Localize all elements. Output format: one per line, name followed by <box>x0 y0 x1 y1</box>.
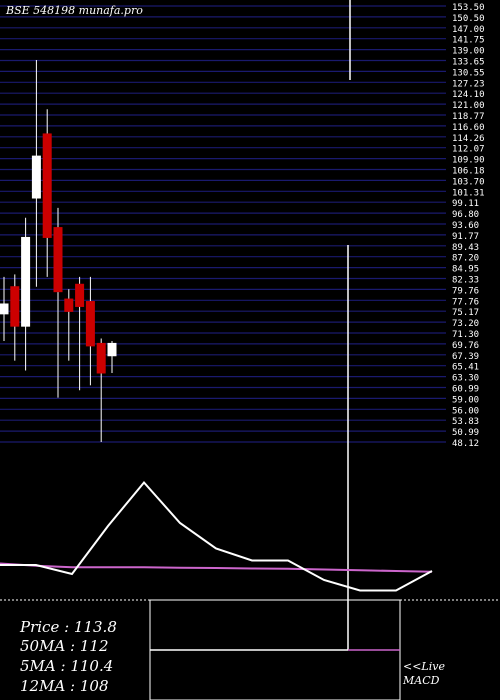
price-axis-label: 77.76 <box>452 297 479 307</box>
indicator-panel <box>0 480 433 592</box>
candle-body <box>53 227 63 293</box>
chart-title: BSE 548198 munafa.pro <box>5 4 143 17</box>
price-axis-label: 89.43 <box>452 243 479 253</box>
macd-label: MACD <box>402 674 440 687</box>
price-axis-label: 106.18 <box>452 167 485 177</box>
price-axis-label: 139.00 <box>452 47 485 57</box>
price-axis-labels: 153.50150.50147.00141.75139.00133.65130.… <box>452 3 485 449</box>
price-axis-label: 60.99 <box>452 385 479 395</box>
indicator-white-line <box>0 480 433 592</box>
price-axis-label: 82.33 <box>452 276 479 286</box>
price-axis-label: 67.39 <box>452 352 479 362</box>
price-axis-label: 53.83 <box>452 417 479 427</box>
price-axis-label: 71.30 <box>452 330 479 340</box>
price-axis-label: 96.80 <box>452 210 479 220</box>
price-axis-label: 127.23 <box>452 79 485 89</box>
live-label[interactable]: <<Live <box>403 660 445 673</box>
price-axis-label: 91.77 <box>452 232 479 242</box>
price-axis-label: 112.07 <box>452 145 485 155</box>
candle-body <box>75 283 85 307</box>
price-axis-label: 50.99 <box>452 428 479 438</box>
price-axis-label: 87.20 <box>452 254 479 264</box>
price-axis-label: 133.65 <box>452 58 485 68</box>
price-axis-label: 114.26 <box>452 134 485 144</box>
price-axis-label: 65.41 <box>452 363 479 373</box>
price-axis-label: 73.20 <box>452 319 479 329</box>
price-axis-label: 101.31 <box>452 188 485 198</box>
candle-body <box>10 286 20 327</box>
candlesticks <box>0 60 117 442</box>
price-grid <box>0 5 446 443</box>
price-axis-label: 75.17 <box>452 308 479 318</box>
price-axis-label: 124.10 <box>452 90 485 100</box>
ma50-readout: 50MA : 112 <box>20 637 109 655</box>
price-axis-label: 56.00 <box>452 406 479 416</box>
price-axis-label: 121.00 <box>452 101 485 111</box>
ma5-readout: 5MA : 110.4 <box>20 657 113 675</box>
candle-body <box>21 236 31 327</box>
price-axis-label: 103.70 <box>452 177 485 187</box>
price-axis-label: 79.76 <box>452 286 479 296</box>
price-axis-label: 93.60 <box>452 221 479 231</box>
price-axis-label: 150.50 <box>452 14 485 24</box>
candle-body <box>64 298 74 312</box>
price-axis-label: 48.12 <box>452 439 479 449</box>
candle-body <box>85 301 95 347</box>
price-axis-label: 116.60 <box>452 123 485 133</box>
candle-body <box>107 342 117 357</box>
price-axis-label: 153.50 <box>452 3 485 13</box>
price-axis-label: 63.30 <box>452 374 479 384</box>
candle-body <box>96 342 106 374</box>
price-axis-label: 118.77 <box>452 112 485 122</box>
price-axis-label: 69.76 <box>452 341 479 351</box>
price-axis-label: 99.11 <box>452 199 479 209</box>
price-axis-label: 141.75 <box>452 36 485 46</box>
candle-body <box>42 133 52 238</box>
price-axis-label: 59.00 <box>452 395 479 405</box>
candle-body <box>0 303 9 315</box>
price-axis-label: 84.95 <box>452 265 479 275</box>
price-readout: Price : 113.8 <box>19 618 117 636</box>
candle-body <box>31 155 41 199</box>
ma12-readout: 12MA : 108 <box>20 677 109 695</box>
price-axis-label: 109.90 <box>452 156 485 166</box>
indicator-magenta-line <box>0 562 433 573</box>
price-axis-label: 147.00 <box>452 25 485 35</box>
price-axis-label: 130.55 <box>452 68 485 78</box>
